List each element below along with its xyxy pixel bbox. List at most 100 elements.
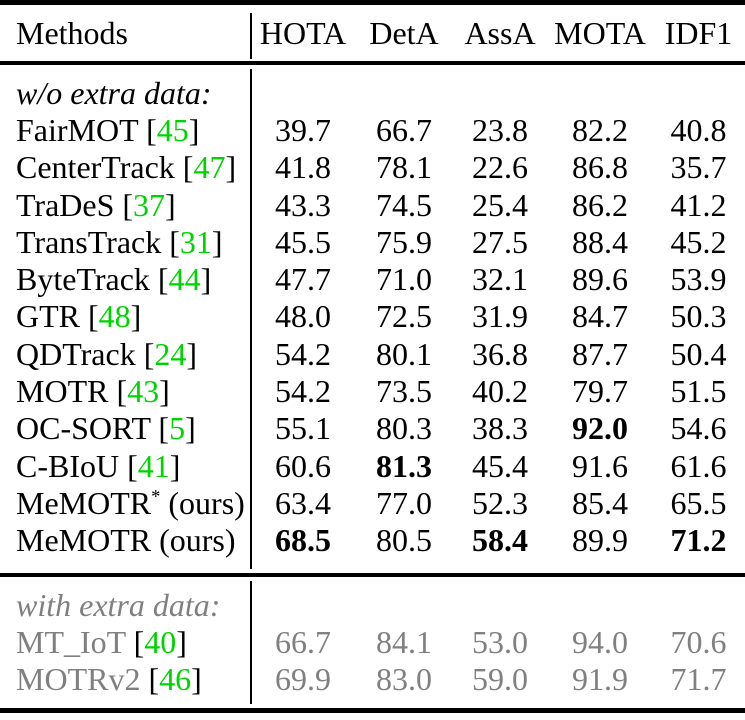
value-cell: 50.4: [670, 335, 727, 372]
value-cell: 69.9: [275, 661, 331, 698]
method-name: MeMOTR: [16, 522, 152, 559]
value-cell: 88.4: [572, 223, 628, 260]
value-cell: 61.6: [670, 447, 727, 484]
value-cell: 83.0: [376, 661, 432, 698]
value-cell: 86.8: [572, 149, 628, 186]
method-cell: C-BIoU [41]: [0, 450, 250, 482]
citation-bracket-close: ]: [200, 261, 212, 298]
value-cell: 82.2: [572, 111, 628, 148]
citation-ref: 45: [156, 111, 189, 148]
citation-bracket-open: [: [138, 111, 157, 148]
value-cell: 59.0: [472, 661, 528, 698]
table-row: QDTrack [24] 54.2 80.1 36.8 87.7 50.4: [0, 335, 745, 372]
section-column-divider: [250, 581, 252, 704]
method-cell: MOTRv2 [46]: [0, 663, 250, 695]
citation-bracket-close: ]: [130, 298, 142, 335]
column-header-assa: AssA: [464, 14, 536, 51]
value-cell: 73.5: [376, 373, 432, 410]
method-cell: TransTrack [31]: [0, 226, 250, 258]
value-cell: 70.6: [670, 623, 727, 660]
method-name: TransTrack: [16, 223, 162, 260]
citation-bracket-close: ]: [169, 447, 181, 484]
section-label: with extra data:: [16, 586, 221, 623]
value-cell: 39.7: [275, 111, 331, 148]
method-cell: OC-SORT [5]: [0, 412, 250, 444]
header-bottom-rule: [0, 61, 745, 65]
method-name: TraDeS: [16, 186, 115, 223]
section-separator-rule: [0, 573, 745, 577]
value-cell: 27.5: [472, 223, 528, 260]
citation-bracket-open: [: [135, 335, 155, 372]
table-row: C-BIoU [41] 60.6 81.3 45.4 91.6 61.6: [0, 447, 745, 484]
method-name: OC-SORT: [16, 410, 151, 447]
method-cell: ByteTrack [44]: [0, 263, 250, 295]
section-column-divider: [250, 69, 252, 569]
value-cell: 80.1: [376, 335, 432, 372]
value-cell: 54.6: [670, 410, 727, 447]
table-header-row: Methods HOTA DetA AssA MOTA IDF1: [0, 5, 745, 61]
citation-bracket-open: [: [125, 623, 145, 660]
method-cell: MOTR [43]: [0, 375, 250, 407]
citation-bracket-close: ]: [186, 335, 198, 372]
value-cell: 80.5: [376, 522, 432, 559]
section-label-row: w/o extra data:: [0, 74, 745, 111]
value-cell: 53.0: [472, 623, 528, 660]
citation-bracket-open: [: [174, 149, 194, 186]
citation-bracket-open: [: [108, 373, 128, 410]
table-top-rule: [0, 0, 745, 5]
citation-bracket-close: ]: [225, 149, 237, 186]
value-cell: 75.9: [376, 223, 432, 260]
value-cell: 40.8: [670, 111, 727, 148]
method-cell: FairMOT [45]: [0, 114, 250, 146]
value-cell: 40.2: [472, 373, 528, 410]
value-cell: 35.7: [670, 149, 727, 186]
section-with-extra-data: with extra data: MT_IoT [40] 66.7 84.1 53.0…: [0, 577, 745, 708]
value-cell: 31.9: [472, 298, 528, 335]
value-cell: 45.2: [670, 223, 727, 260]
value-cell: 43.3: [275, 186, 331, 223]
method-name: GTR: [16, 298, 80, 335]
method-name: MeMOTR: [16, 484, 152, 521]
value-cell: 71.0: [376, 261, 432, 298]
citation-ref: 44: [168, 261, 201, 298]
value-cell: 87.7: [572, 335, 628, 372]
method-name: MOTRv2: [16, 661, 141, 698]
citation-ref: 48: [98, 298, 131, 335]
table-row: ByteTrack [44] 47.7 71.0 32.1 89.6 53.9: [0, 260, 745, 297]
citation-bracket-close: ]: [176, 623, 187, 660]
value-cell: 45.5: [275, 223, 331, 260]
citation-ref: 43: [127, 373, 160, 410]
citation-ref: 41: [137, 447, 170, 484]
value-cell: 65.5: [670, 484, 727, 521]
citation-ref: 5: [169, 410, 186, 447]
value-cell: 60.6: [275, 447, 331, 484]
citation-bracket-open: [: [161, 223, 180, 260]
value-cell: 68.5: [275, 522, 331, 559]
value-cell: 92.0: [572, 410, 628, 447]
value-cell: 50.3: [670, 298, 727, 335]
value-cell: 71.7: [670, 661, 727, 698]
citation-bracket-open: [: [119, 447, 138, 484]
table-bottom-rule: [0, 708, 745, 713]
method-suffix: (ours): [151, 522, 236, 559]
citation-ref: 24: [154, 335, 187, 372]
value-cell: 36.8: [472, 335, 528, 372]
citation-ref: 40: [144, 623, 177, 660]
column-header-methods: Methods: [16, 14, 128, 51]
value-cell: 66.7: [275, 623, 331, 660]
value-cell: 66.7: [376, 111, 432, 148]
value-cell: 78.1: [376, 149, 432, 186]
column-header-idf1: IDF1: [664, 14, 733, 51]
table-row: TransTrack [31] 45.5 75.9 27.5 88.4 45.2: [0, 223, 745, 260]
citation-ref: 46: [159, 661, 192, 698]
method-name: ByteTrack: [16, 261, 150, 298]
method-cell: GTR [48]: [0, 300, 250, 332]
value-cell: 94.0: [572, 623, 628, 660]
method-name: MOTR: [16, 373, 109, 410]
citation-bracket-open: [: [150, 410, 170, 447]
value-cell: 48.0: [275, 298, 331, 335]
value-cell: 38.3: [472, 410, 528, 447]
table-row: MeMOTR* (ours) 63.4 77.0 52.3 85.4 65.5: [0, 484, 745, 521]
table-row: MeMOTR (ours) 68.5 80.5 58.4 89.9 71.2: [0, 522, 745, 559]
value-cell: 55.1: [275, 410, 331, 447]
